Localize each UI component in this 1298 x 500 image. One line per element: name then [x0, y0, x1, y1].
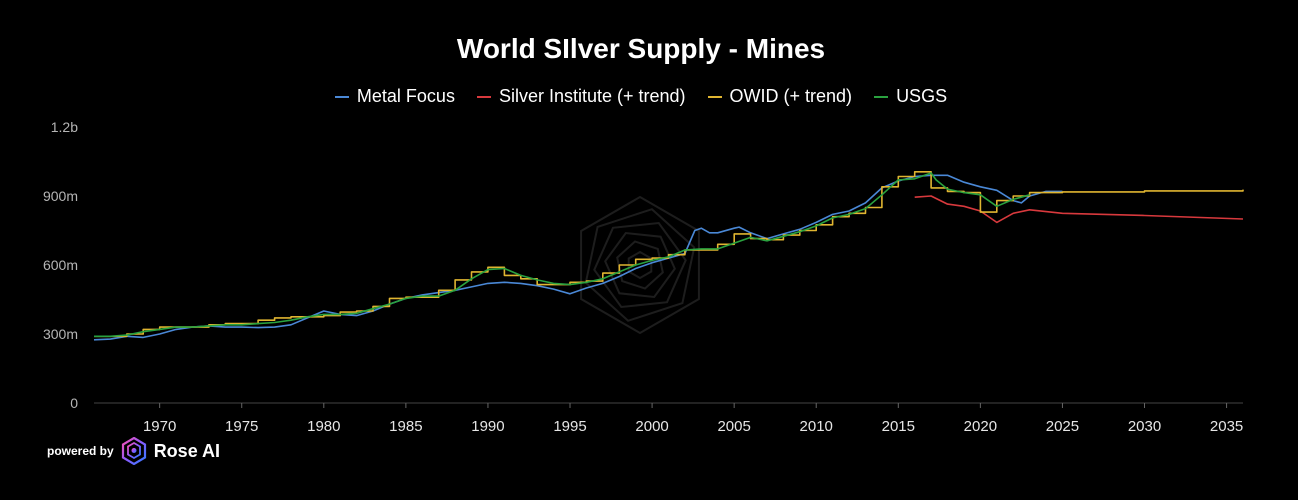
legend-label: Silver Institute (+ trend)	[498, 86, 686, 106]
x-tick-label: 1995	[553, 418, 586, 435]
rose-ai-watermark-icon	[580, 195, 700, 335]
chart-title: World SIlver Supply - Mines	[456, 33, 826, 64]
x-tick-label: 2000	[635, 418, 668, 435]
x-tick-label: 2015	[882, 418, 915, 435]
legend-label: Metal Focus	[356, 86, 455, 106]
rose-ai-logo-icon	[121, 437, 146, 465]
series-lines	[93, 171, 1244, 341]
legend-item-metal-focus[interactable]: Metal Focus	[334, 86, 455, 107]
legend-label: USGS	[896, 86, 948, 106]
legend-label: OWID (+ trend)	[729, 86, 853, 106]
x-tick-label: 2020	[964, 418, 997, 435]
x-tick-label: 2035	[1210, 418, 1243, 435]
chart-legend: Metal Focus Silver Institute (+ trend) OWI…	[0, 86, 1282, 107]
powered-by-label: powered by	[47, 444, 114, 458]
legend-item-silver-institute-trend[interactable]: Silver Institute (+ trend)	[476, 86, 686, 107]
x-tick-label: 2025	[1046, 418, 1079, 435]
series-line-owid-trend[interactable]	[94, 171, 1244, 338]
series-line-metal-focus[interactable]	[93, 174, 1063, 341]
legend-swatch	[874, 95, 889, 98]
y-tick-label: 600m	[43, 257, 78, 273]
y-tick-label: 0	[70, 395, 78, 411]
legend-swatch	[476, 95, 491, 98]
y-tick-label: 300m	[43, 326, 78, 342]
y-axis-ticks: 0 300m 600m 900m 1.2b	[43, 119, 78, 411]
y-tick-label: 900m	[43, 188, 78, 204]
x-tick-label: 1980	[307, 418, 340, 435]
x-tick-label: 1975	[225, 418, 258, 435]
y-tick-label: 1.2b	[51, 119, 78, 135]
legend-swatch	[707, 95, 722, 98]
x-tick-label: 2010	[800, 418, 833, 435]
x-tick-label: 2005	[717, 418, 750, 435]
legend-swatch	[334, 95, 349, 98]
legend-item-usgs[interactable]: USGS	[874, 86, 947, 107]
series-line-silver-institute-trend[interactable]	[914, 195, 1244, 224]
brand-name: Rose AI	[153, 440, 221, 461]
legend-item-owid-trend[interactable]: OWID (+ trend)	[707, 86, 853, 107]
brand-footer: powered by Rose AI	[47, 437, 220, 465]
x-tick-label: 1990	[471, 418, 504, 435]
series-line-usgs[interactable]	[94, 172, 1030, 338]
x-axis-ticks: 1970 1975 1980 1985 1990 1995 2000 2005 2010 2015…	[143, 403, 1243, 435]
x-tick-label: 2030	[1128, 418, 1161, 435]
x-tick-label: 1970	[143, 418, 176, 435]
x-tick-label: 1985	[389, 418, 422, 435]
